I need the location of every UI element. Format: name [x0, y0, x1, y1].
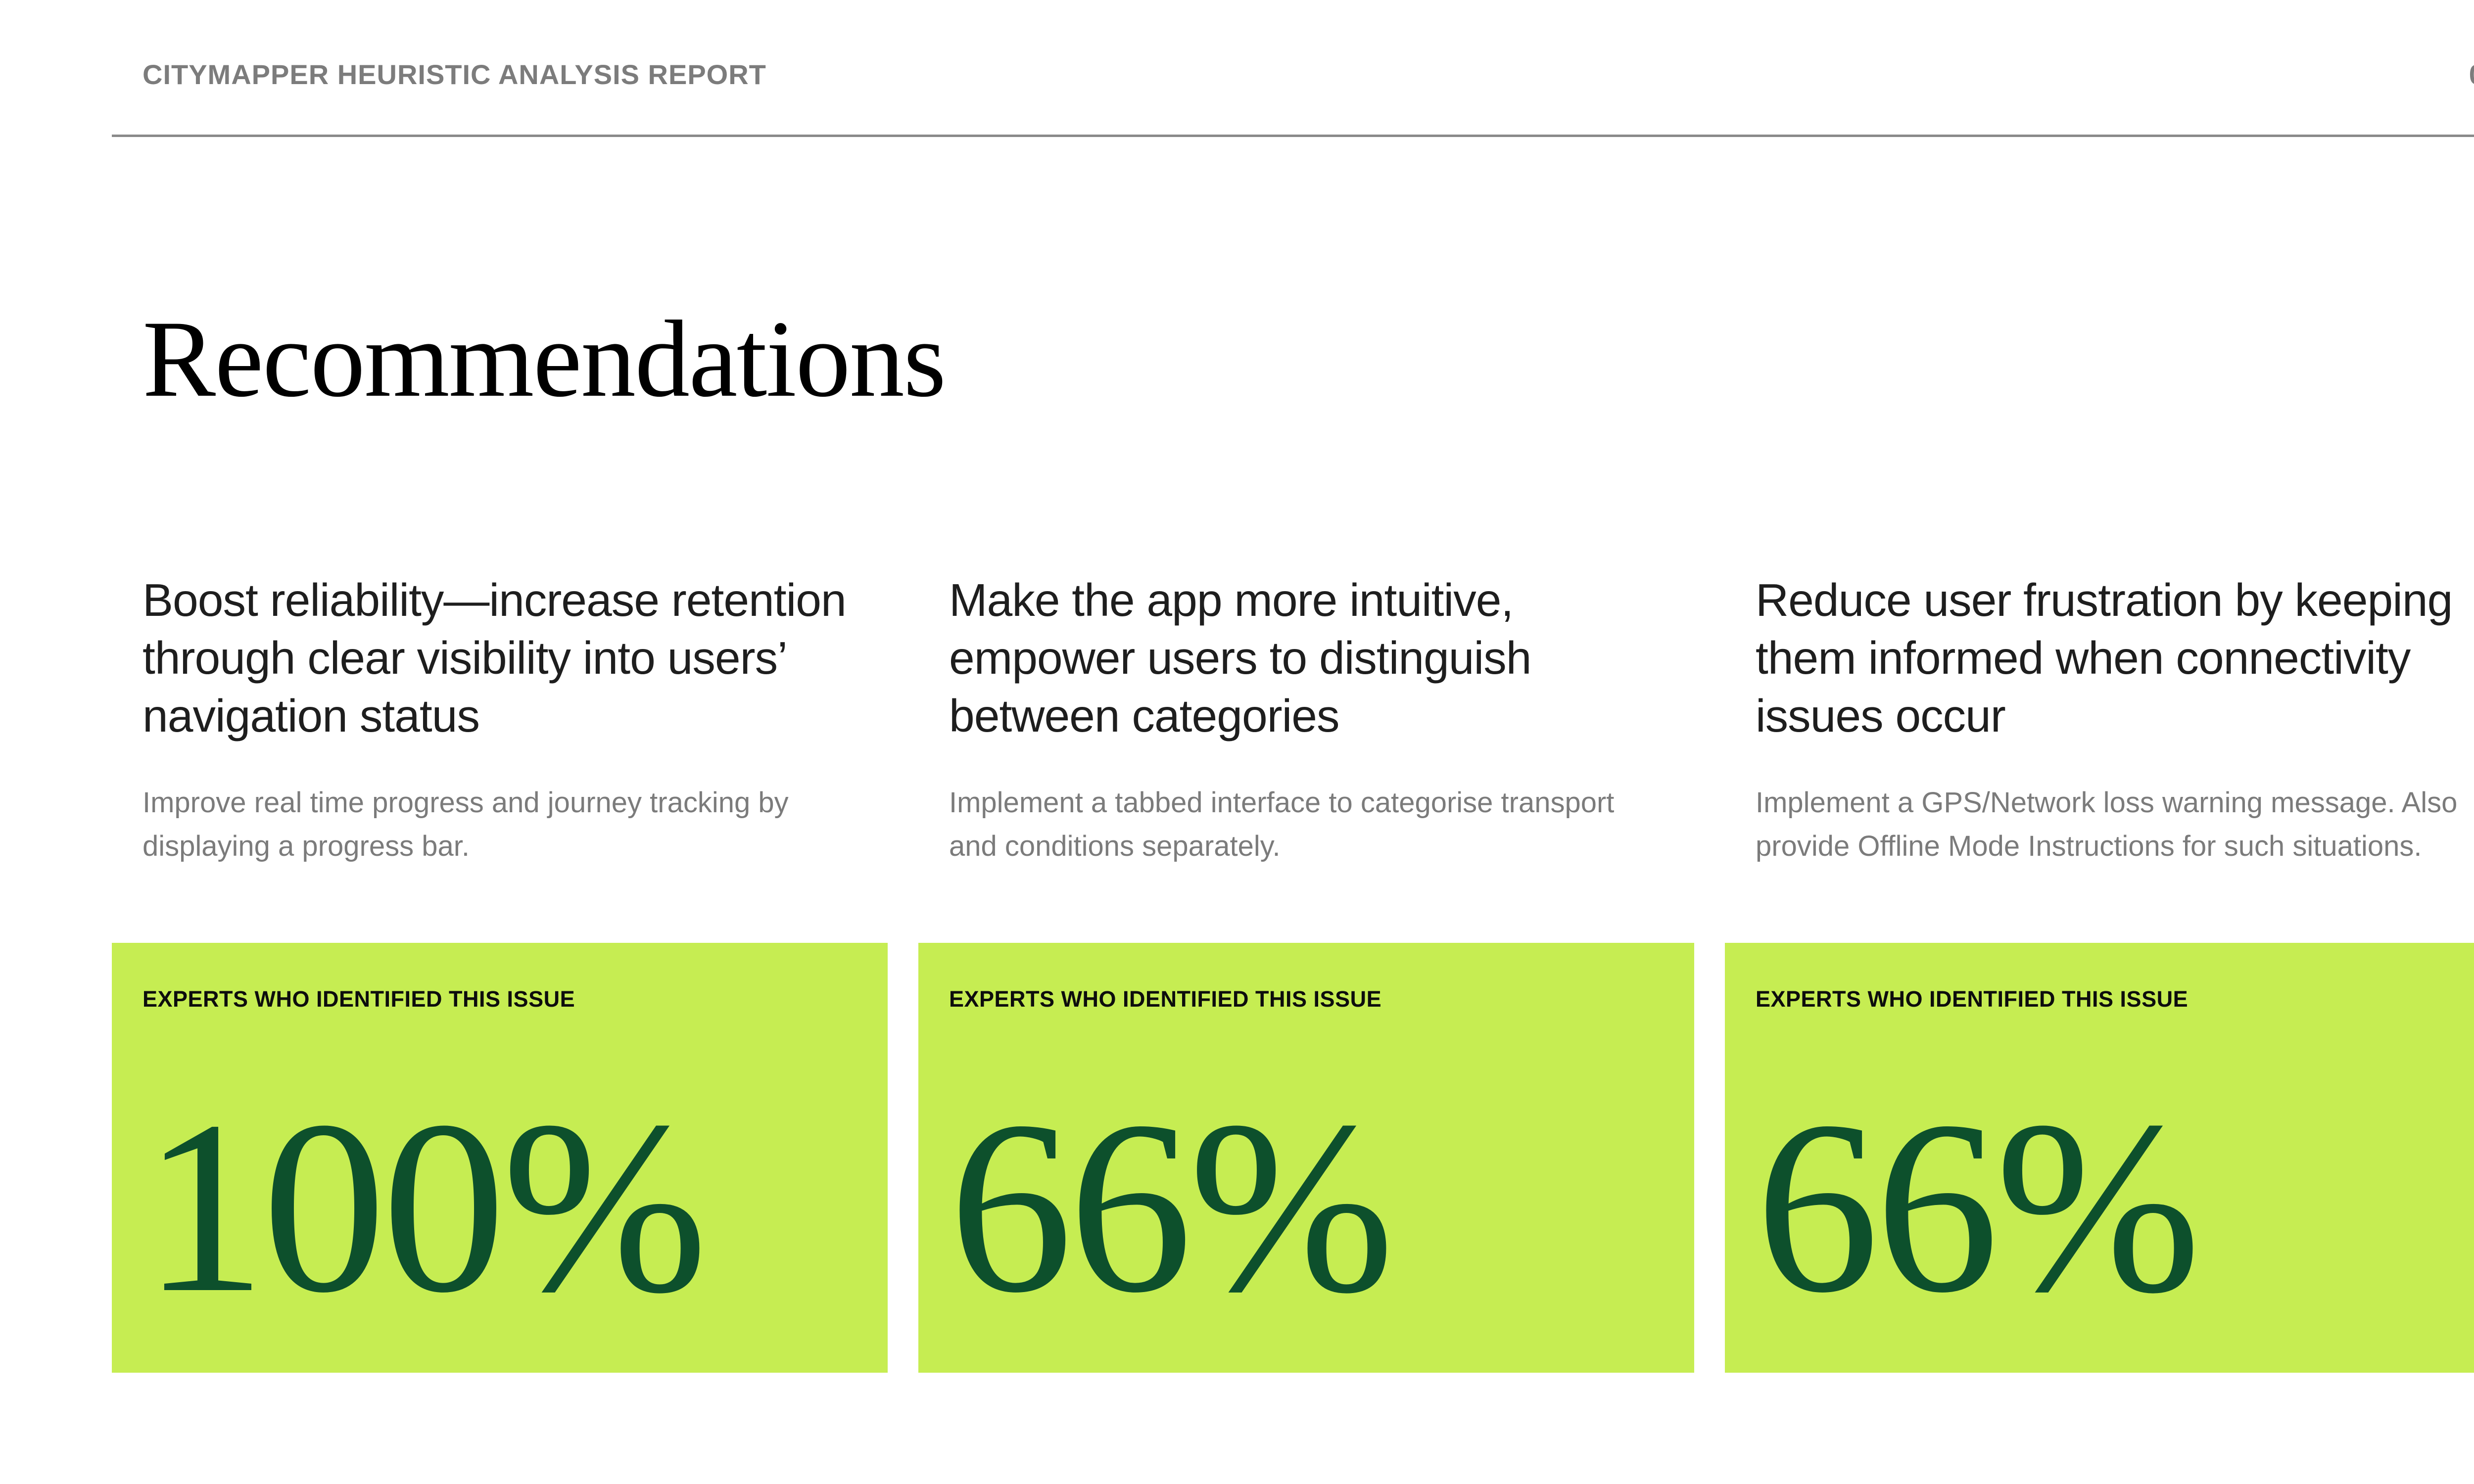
stat-value: 66% [1756, 1070, 2201, 1344]
stat-card-row: EXPERTS WHO IDENTIFIED THIS ISSUE 100% E… [112, 943, 2474, 1373]
stat-value: 66% [949, 1070, 1395, 1344]
page-header: CITYMAPPER HEURISTIC ANALYSIS REPORT 01 [112, 58, 2474, 91]
recommendation-column-2: Make the app more intuitive, empower use… [918, 571, 1694, 868]
stat-card-3: EXPERTS WHO IDENTIFIED THIS ISSUE 66% [1725, 943, 2474, 1373]
recommendation-heading: Make the app more intuitive, empower use… [949, 574, 1531, 742]
stat-label: EXPERTS WHO IDENTIFIED THIS ISSUE [949, 986, 1382, 1012]
report-title: CITYMAPPER HEURISTIC ANALYSIS REPORT [143, 59, 766, 90]
recommendation-description: Implement a GPS/Network loss warning mes… [1756, 786, 2458, 862]
stat-label: EXPERTS WHO IDENTIFIED THIS ISSUE [143, 986, 575, 1012]
page-number: 01 [2469, 58, 2474, 91]
stat-card-2: EXPERTS WHO IDENTIFIED THIS ISSUE 66% [918, 943, 1694, 1373]
recommendation-description: Implement a tabbed interface to categori… [949, 786, 1615, 862]
recommendations-text-row: Boost reliability—increase retention thr… [112, 571, 2474, 868]
recommendation-description: Improve real time progress and journey t… [143, 786, 789, 862]
recommendation-column-1: Boost reliability—increase retention thr… [112, 571, 888, 868]
stat-card-1: EXPERTS WHO IDENTIFIED THIS ISSUE 100% [112, 943, 888, 1373]
recommendation-heading: Boost reliability—increase retention thr… [143, 574, 847, 742]
stat-value: 100% [143, 1070, 708, 1344]
recommendation-heading: Reduce user frustration by keeping them … [1756, 574, 2453, 742]
recommendation-column-3: Reduce user frustration by keeping them … [1725, 571, 2474, 868]
page-title: Recommendations [143, 298, 946, 420]
stat-label: EXPERTS WHO IDENTIFIED THIS ISSUE [1756, 986, 2189, 1012]
header-rule [112, 135, 2474, 137]
